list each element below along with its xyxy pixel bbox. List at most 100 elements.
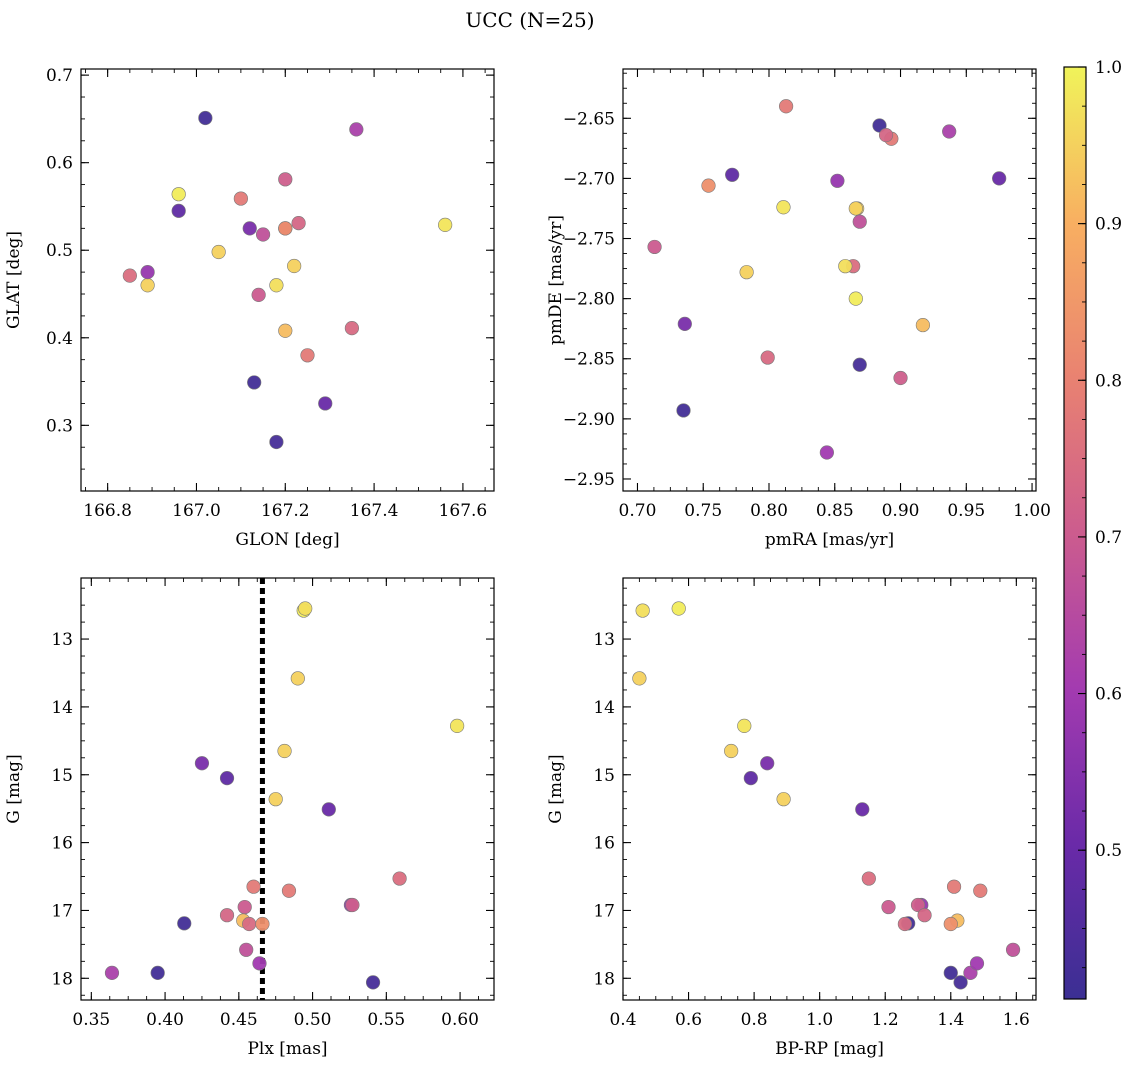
colorbar-tick-label: 0.5 xyxy=(1095,841,1122,861)
data-point xyxy=(946,879,962,894)
y-tick-label: −2.85 xyxy=(563,350,615,370)
data-point xyxy=(219,771,235,786)
data-point xyxy=(724,743,739,759)
x-axis-label: Plx [mas] xyxy=(247,1039,327,1059)
x-tick-label: 0.35 xyxy=(72,1010,110,1030)
colorbar-tick-label: 1.0 xyxy=(1095,58,1122,78)
y-tick-label: 16 xyxy=(51,834,73,854)
data-point xyxy=(269,434,284,450)
data-point xyxy=(776,200,791,215)
data-point xyxy=(677,316,692,331)
x-tick-label: 0.4 xyxy=(609,1010,636,1030)
data-point xyxy=(150,965,165,980)
data-point xyxy=(269,278,284,293)
panel-glon-glat: 166.8 167.0 167.2 167.4 167.6 0.3 0.4 0.5 0.6 0.7… xyxy=(4,66,495,550)
x-tick-label: 0.80 xyxy=(750,501,788,521)
x-tick-label: 0.8 xyxy=(741,1010,768,1030)
data-point xyxy=(242,221,257,236)
data-point xyxy=(392,871,407,886)
y-tick-label: −2.90 xyxy=(563,410,615,430)
plot-frame xyxy=(80,68,495,492)
data-point xyxy=(268,792,283,807)
data-point xyxy=(277,743,292,759)
y-axis-label: G [mag] xyxy=(546,754,566,823)
data-point xyxy=(300,348,315,363)
data-point xyxy=(992,171,1007,186)
data-point xyxy=(897,916,912,932)
data-point xyxy=(910,897,926,913)
data-point xyxy=(917,908,932,923)
data-point xyxy=(290,671,305,686)
x-tick-label: 0.6 xyxy=(675,1010,702,1030)
y-tick-label: 0.5 xyxy=(46,241,73,261)
data-point xyxy=(725,167,740,182)
data-point xyxy=(246,879,261,894)
y-tick-label: 0.6 xyxy=(46,154,73,174)
colorbar: 0.5 0.6 0.7 0.8 0.9 1.0 xyxy=(1063,58,1122,1000)
panel-bprp-g: 0.4 0.6 0.8 1.0 1.2 1.4 1.6 13 14 15 16 17 18 BP-RP [… xyxy=(546,577,1037,1059)
data-point xyxy=(233,191,248,206)
data-point xyxy=(830,173,845,188)
data-point xyxy=(281,883,297,898)
data-point xyxy=(349,122,364,137)
data-point xyxy=(760,756,775,771)
x-axis-label: BP-RP [mag] xyxy=(775,1039,884,1059)
y-tick-label: 18 xyxy=(593,969,615,989)
data-point xyxy=(671,601,686,616)
data-point xyxy=(942,124,957,139)
data-point xyxy=(211,244,226,260)
colorbar-gradient xyxy=(1063,66,1087,1000)
data-point xyxy=(321,802,336,817)
data-point xyxy=(861,871,876,886)
data-point xyxy=(848,201,863,216)
y-tick-label: 18 xyxy=(51,969,73,989)
x-tick-label: 0.50 xyxy=(294,1010,332,1030)
data-point xyxy=(915,317,930,333)
y-tick-label: 16 xyxy=(593,834,615,854)
x-tick-label: 1.2 xyxy=(872,1010,899,1030)
data-point xyxy=(298,601,313,616)
data-point xyxy=(647,239,662,255)
y-tick-label: 15 xyxy=(593,766,615,786)
data-point xyxy=(219,908,235,923)
y-tick-label: −2.70 xyxy=(563,169,615,189)
y-tick-label: −2.65 xyxy=(563,109,615,129)
data-point xyxy=(739,265,754,280)
data-point xyxy=(632,671,647,686)
x-axis-label: pmRA [mas/yr] xyxy=(765,530,894,550)
data-point xyxy=(140,278,155,293)
colorbar-tick-label: 0.9 xyxy=(1095,215,1122,235)
data-point xyxy=(838,259,853,274)
data-point xyxy=(878,128,894,143)
data-point xyxy=(251,287,266,302)
y-tick-label: 17 xyxy=(51,901,73,921)
data-point xyxy=(171,203,186,218)
data-point xyxy=(252,956,267,971)
data-point xyxy=(943,916,958,932)
y-axis-label: pmDE [mas/yr] xyxy=(546,215,566,345)
x-tick-label: 1.4 xyxy=(937,1010,964,1030)
data-point xyxy=(743,771,758,786)
data-point xyxy=(194,756,210,771)
y-tick-label: 0.4 xyxy=(46,329,73,349)
data-point xyxy=(177,916,192,931)
data-point xyxy=(737,718,752,734)
plot-frame xyxy=(622,68,1037,492)
data-point xyxy=(973,883,988,898)
data-point xyxy=(318,396,333,411)
x-tick-label: 1.6 xyxy=(1003,1010,1030,1030)
plot-frame xyxy=(622,577,1037,1001)
data-point xyxy=(852,214,867,229)
data-point xyxy=(943,965,958,980)
data-point xyxy=(760,350,775,365)
data-point xyxy=(198,110,213,126)
x-tick-label: 0.85 xyxy=(816,501,854,521)
data-point xyxy=(291,215,306,231)
x-tick-label: 1.00 xyxy=(1013,501,1051,521)
y-axis-label: GLAT [deg] xyxy=(4,231,24,329)
x-tick-label: 0.95 xyxy=(947,501,985,521)
data-point xyxy=(140,265,155,280)
x-tick-label: 167.0 xyxy=(172,501,221,521)
panel-pmra-pmde: 0.70 0.75 0.80 0.85 0.90 0.95 1.00 −2.95 −2.90 −2… xyxy=(546,68,1051,550)
